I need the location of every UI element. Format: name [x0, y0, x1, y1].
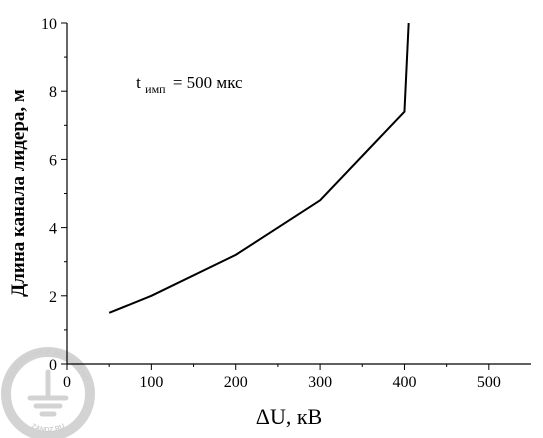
annotation-value: = 500 мкс	[173, 73, 243, 92]
x-axis-title: ΔU, кВ	[256, 404, 322, 429]
y-tick-label: 8	[49, 84, 57, 101]
tick-labels: 0 100 200 300 400 500 0 2 4 6 8 10	[41, 16, 501, 391]
watermark-bottom-text: ZANDZ.RU	[30, 423, 66, 434]
y-tick-label: 6	[49, 152, 57, 169]
annotation-subscript: имп	[145, 82, 166, 96]
x-tick-label: 500	[477, 374, 501, 391]
watermark-ring-icon	[1, 347, 95, 438]
y-axis-title: Длина канала лидера, м	[8, 89, 29, 297]
watermark: ЗАЗЕМЛЕНО И ЗАЩИЩЕНО ZANDZ.RU	[1, 347, 95, 438]
y-tick-label: 4	[49, 221, 57, 238]
series-layer	[108, 22, 410, 314]
y-tick-label: 2	[49, 289, 57, 306]
y-tick-label: 10	[41, 16, 57, 33]
series-line-0	[108, 22, 410, 314]
x-tick-label: 0	[63, 374, 71, 391]
x-tick-label: 200	[224, 374, 248, 391]
x-tick-label: 100	[139, 374, 163, 391]
ticks	[61, 22, 490, 370]
ground-symbol-icon	[27, 369, 69, 417]
pulse-duration-annotation: t имп = 500 мкс	[136, 73, 243, 97]
x-tick-label: 300	[308, 374, 332, 391]
annotation-symbol: t	[136, 73, 141, 92]
x-tick-label: 400	[392, 374, 416, 391]
y-tick-label: 0	[49, 357, 57, 374]
